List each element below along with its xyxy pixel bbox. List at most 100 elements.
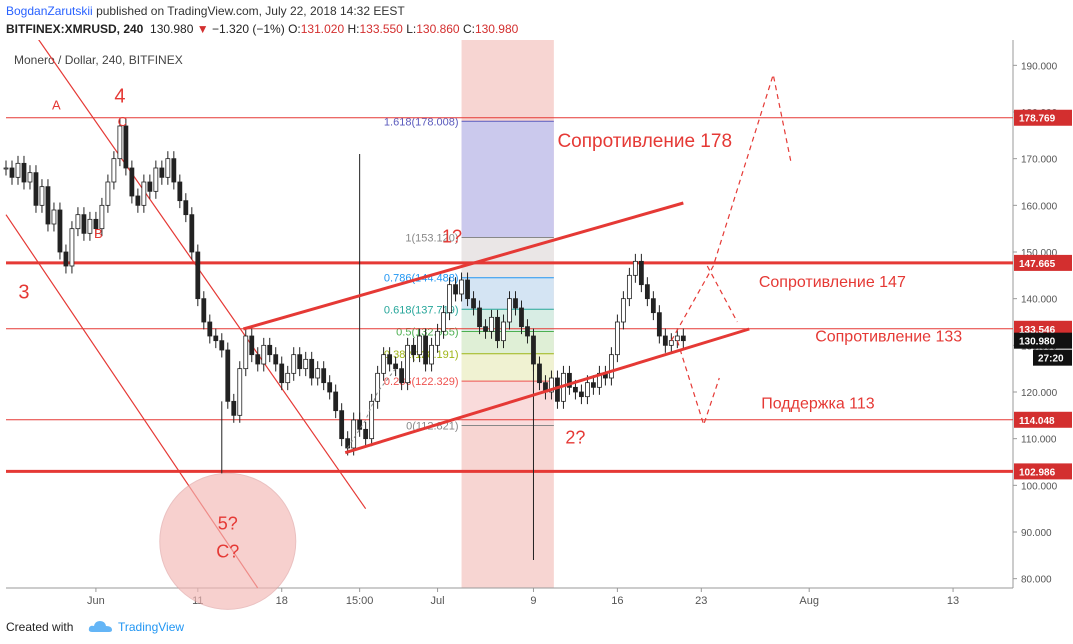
candle-body xyxy=(573,386,578,393)
wave-label: 3 xyxy=(18,282,29,304)
open-label: O: xyxy=(288,22,301,36)
rising-channel-upper xyxy=(242,201,684,331)
candle-body xyxy=(459,279,464,295)
y-tick-label: 170.000 xyxy=(1021,155,1058,166)
candle-body xyxy=(279,363,285,384)
candle-body xyxy=(153,167,159,192)
candle-body xyxy=(591,382,596,388)
y-tick-label: 190.000 xyxy=(1021,61,1058,72)
level-tag xyxy=(1014,463,1072,480)
candle-body xyxy=(333,391,339,412)
price-change: −1.320 (−1%) xyxy=(212,22,285,36)
y-tick-label: 100.000 xyxy=(1021,481,1058,492)
candle-body xyxy=(579,391,584,398)
level-note: Сопротивление 178 xyxy=(557,131,732,152)
candle-body xyxy=(501,321,506,342)
candle-body xyxy=(405,344,411,384)
candle-body xyxy=(549,377,554,393)
price-chart[interactable]: 1.618(178.008)1(153.120)0.786(144.488)0.… xyxy=(0,40,1073,610)
candle-body xyxy=(315,368,321,379)
x-tick-label: Jul xyxy=(431,595,445,607)
candle-body xyxy=(585,382,590,398)
candle-body xyxy=(644,284,650,300)
candle-body xyxy=(662,335,668,346)
candle-body xyxy=(537,363,542,384)
candle-body xyxy=(471,298,476,309)
projection-dashed xyxy=(676,340,720,427)
wave-label: 4 xyxy=(114,86,125,108)
candle-body xyxy=(45,186,51,225)
candle-body xyxy=(69,228,75,267)
candle-body xyxy=(207,321,213,337)
created-with-text: Created with xyxy=(6,620,74,634)
candle-body xyxy=(339,410,345,440)
published-text: published on TradingView.com, July 22, 2… xyxy=(96,4,405,18)
candle-body xyxy=(519,307,524,328)
candle-body xyxy=(381,354,387,374)
high-value: 133.550 xyxy=(359,22,403,36)
candle-body xyxy=(117,125,123,160)
candle-body xyxy=(291,354,297,374)
candle-body xyxy=(489,316,494,332)
x-tick-label: 15:00 xyxy=(346,595,374,607)
candle-body xyxy=(219,340,225,351)
candle-body xyxy=(447,284,452,314)
wave-label: C? xyxy=(216,542,239,562)
candle-body xyxy=(81,214,87,234)
candle-body xyxy=(668,340,674,346)
candle-body xyxy=(674,335,680,342)
level-tag-label: 178.769 xyxy=(1019,114,1056,125)
y-tick-label: 140.000 xyxy=(1021,295,1058,306)
candle-body xyxy=(129,167,135,197)
fib-level-label: 1.618(178.008) xyxy=(384,116,459,128)
candle-body xyxy=(63,251,69,267)
y-tick-label: 80.000 xyxy=(1021,575,1052,586)
candle-body xyxy=(363,428,369,440)
current-price-tag xyxy=(1014,332,1072,349)
tradingview-cloud-icon xyxy=(88,621,112,632)
candle-body xyxy=(327,382,333,393)
candle-body xyxy=(111,158,117,183)
candle-body xyxy=(201,298,207,323)
candle-body xyxy=(225,349,231,402)
y-tick-label: 150.000 xyxy=(1021,248,1058,259)
symbol-line: BITFINEX:XMRUSD, 240 130.980 ▼ −1.320 (−… xyxy=(6,22,518,36)
candle-body xyxy=(243,335,249,370)
x-tick-label: Jun xyxy=(87,595,105,607)
candle-body xyxy=(195,251,201,300)
current-price-label: 130.980 xyxy=(1019,337,1056,348)
candle-body xyxy=(513,298,518,309)
fib-level-label: 0.618(137.719) xyxy=(384,304,459,316)
level-note: Поддержка 113 xyxy=(761,395,875,412)
tradingview-brand[interactable]: TradingView xyxy=(118,620,185,634)
countdown-label: 27:20 xyxy=(1038,354,1064,365)
author-link[interactable]: BogdanZarutskii xyxy=(6,4,93,18)
wave-label: 1? xyxy=(442,227,462,247)
candle-body xyxy=(620,298,626,323)
candle-body xyxy=(39,186,45,206)
candle-body xyxy=(632,260,638,276)
publish-line: BogdanZarutskii published on TradingView… xyxy=(6,4,405,18)
level-tag-label: 133.546 xyxy=(1019,325,1056,336)
candle-body xyxy=(393,363,399,370)
x-tick-label: 13 xyxy=(947,595,959,607)
fib-zone xyxy=(461,121,554,238)
x-tick-label: 18 xyxy=(276,595,288,607)
candle-body xyxy=(141,181,147,206)
candle-body xyxy=(135,195,141,206)
candle-body xyxy=(567,372,572,388)
candle-body xyxy=(183,200,189,216)
projection-dashed xyxy=(670,74,792,341)
target-circle xyxy=(159,472,297,610)
y-tick-label: 120.000 xyxy=(1021,388,1058,399)
channel-line-upper xyxy=(38,40,367,510)
candle-body xyxy=(387,354,393,365)
candle-body xyxy=(297,354,303,370)
candle-body xyxy=(465,279,470,300)
projection-dashed xyxy=(706,265,738,323)
candle-body xyxy=(507,298,512,323)
candle-body xyxy=(189,214,195,253)
candle-body xyxy=(614,321,620,356)
candle-body xyxy=(99,204,105,230)
candle-body xyxy=(309,358,315,379)
